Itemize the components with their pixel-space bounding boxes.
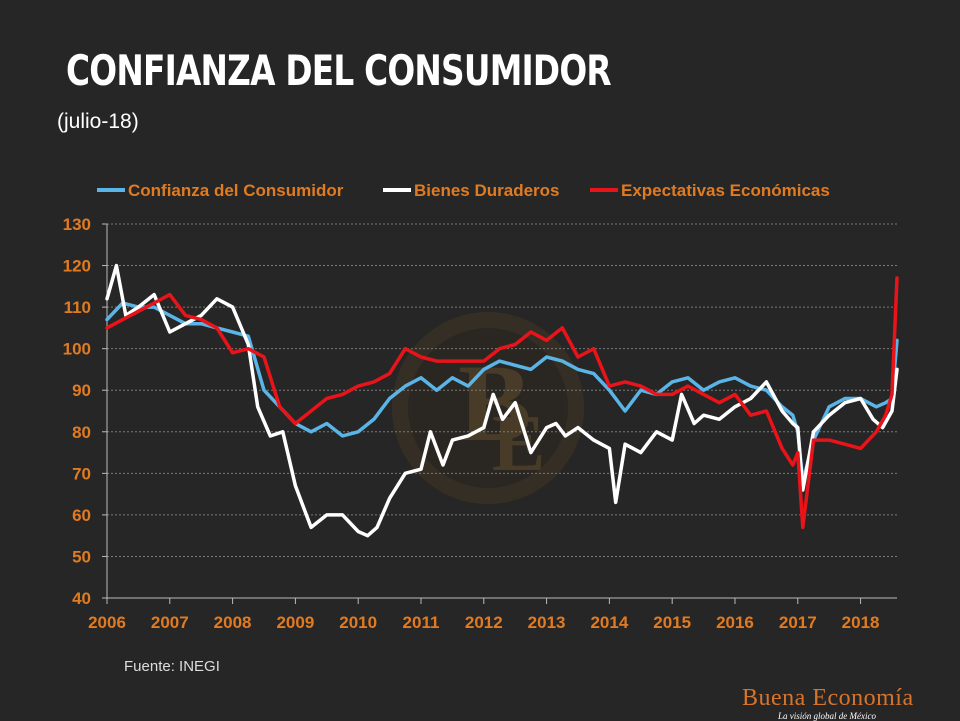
date-subtitle: (julio-18) (57, 110, 139, 133)
y-tick-label: 110 (64, 298, 91, 317)
y-tick-label: 100 (63, 340, 91, 359)
y-tick-label: 130 (63, 215, 91, 234)
y-tick-label: 120 (63, 257, 91, 276)
x-tick-label: 2018 (842, 613, 880, 632)
x-tick-label: 2017 (779, 613, 817, 632)
y-tick-label: 80 (72, 423, 91, 442)
series-lines (105, 263, 899, 538)
y-tick-label: 50 (72, 547, 91, 566)
source-note: Fuente: INEGI (124, 658, 220, 675)
x-tick-label: 2010 (339, 613, 377, 632)
chart-legend: Confianza del Consumidor Bienes Duraderos… (97, 181, 830, 200)
x-tick-label: 2016 (716, 613, 754, 632)
buena-economia-logo: Buena Economía La visión global de Méxic… (742, 685, 954, 721)
y-tick-label: 60 (72, 506, 91, 525)
logo-tagline: La visión global de México (778, 711, 876, 721)
x-tick-label: 2011 (403, 613, 440, 632)
y-tick-label: 70 (72, 464, 91, 483)
x-tick-label: 2015 (653, 613, 691, 632)
legend-label-confianza-del-consumidor: Confianza del Consumidor (128, 181, 344, 200)
y-tick-label: 90 (72, 381, 91, 400)
x-tick-label: 2006 (88, 613, 126, 632)
legend-label-bienes-duraderos: Bienes Duraderos (414, 181, 560, 200)
x-tick-label: 2008 (214, 613, 252, 632)
series-line-expectativas-economicas (105, 276, 899, 530)
x-tick-label: 2013 (528, 613, 566, 632)
x-tick-label: 2007 (151, 613, 189, 632)
page-title: CONFIANZA DEL CONSUMIDOR (66, 46, 612, 95)
logo-name: Buena Economía (742, 685, 914, 711)
legend-label-expectativas-economicas: Expectativas Económicas (621, 181, 830, 200)
series-line-bienes-duraderos (105, 263, 899, 538)
x-tick-label: 2012 (465, 613, 503, 632)
y-tick-label: 40 (72, 589, 91, 608)
x-tick-label: 2014 (590, 613, 628, 632)
x-tick-label: 2009 (276, 613, 314, 632)
chart-axes: 40 50 60 70 80 90 100 110 120 130 2006 2007 2008 2009… (63, 215, 897, 632)
